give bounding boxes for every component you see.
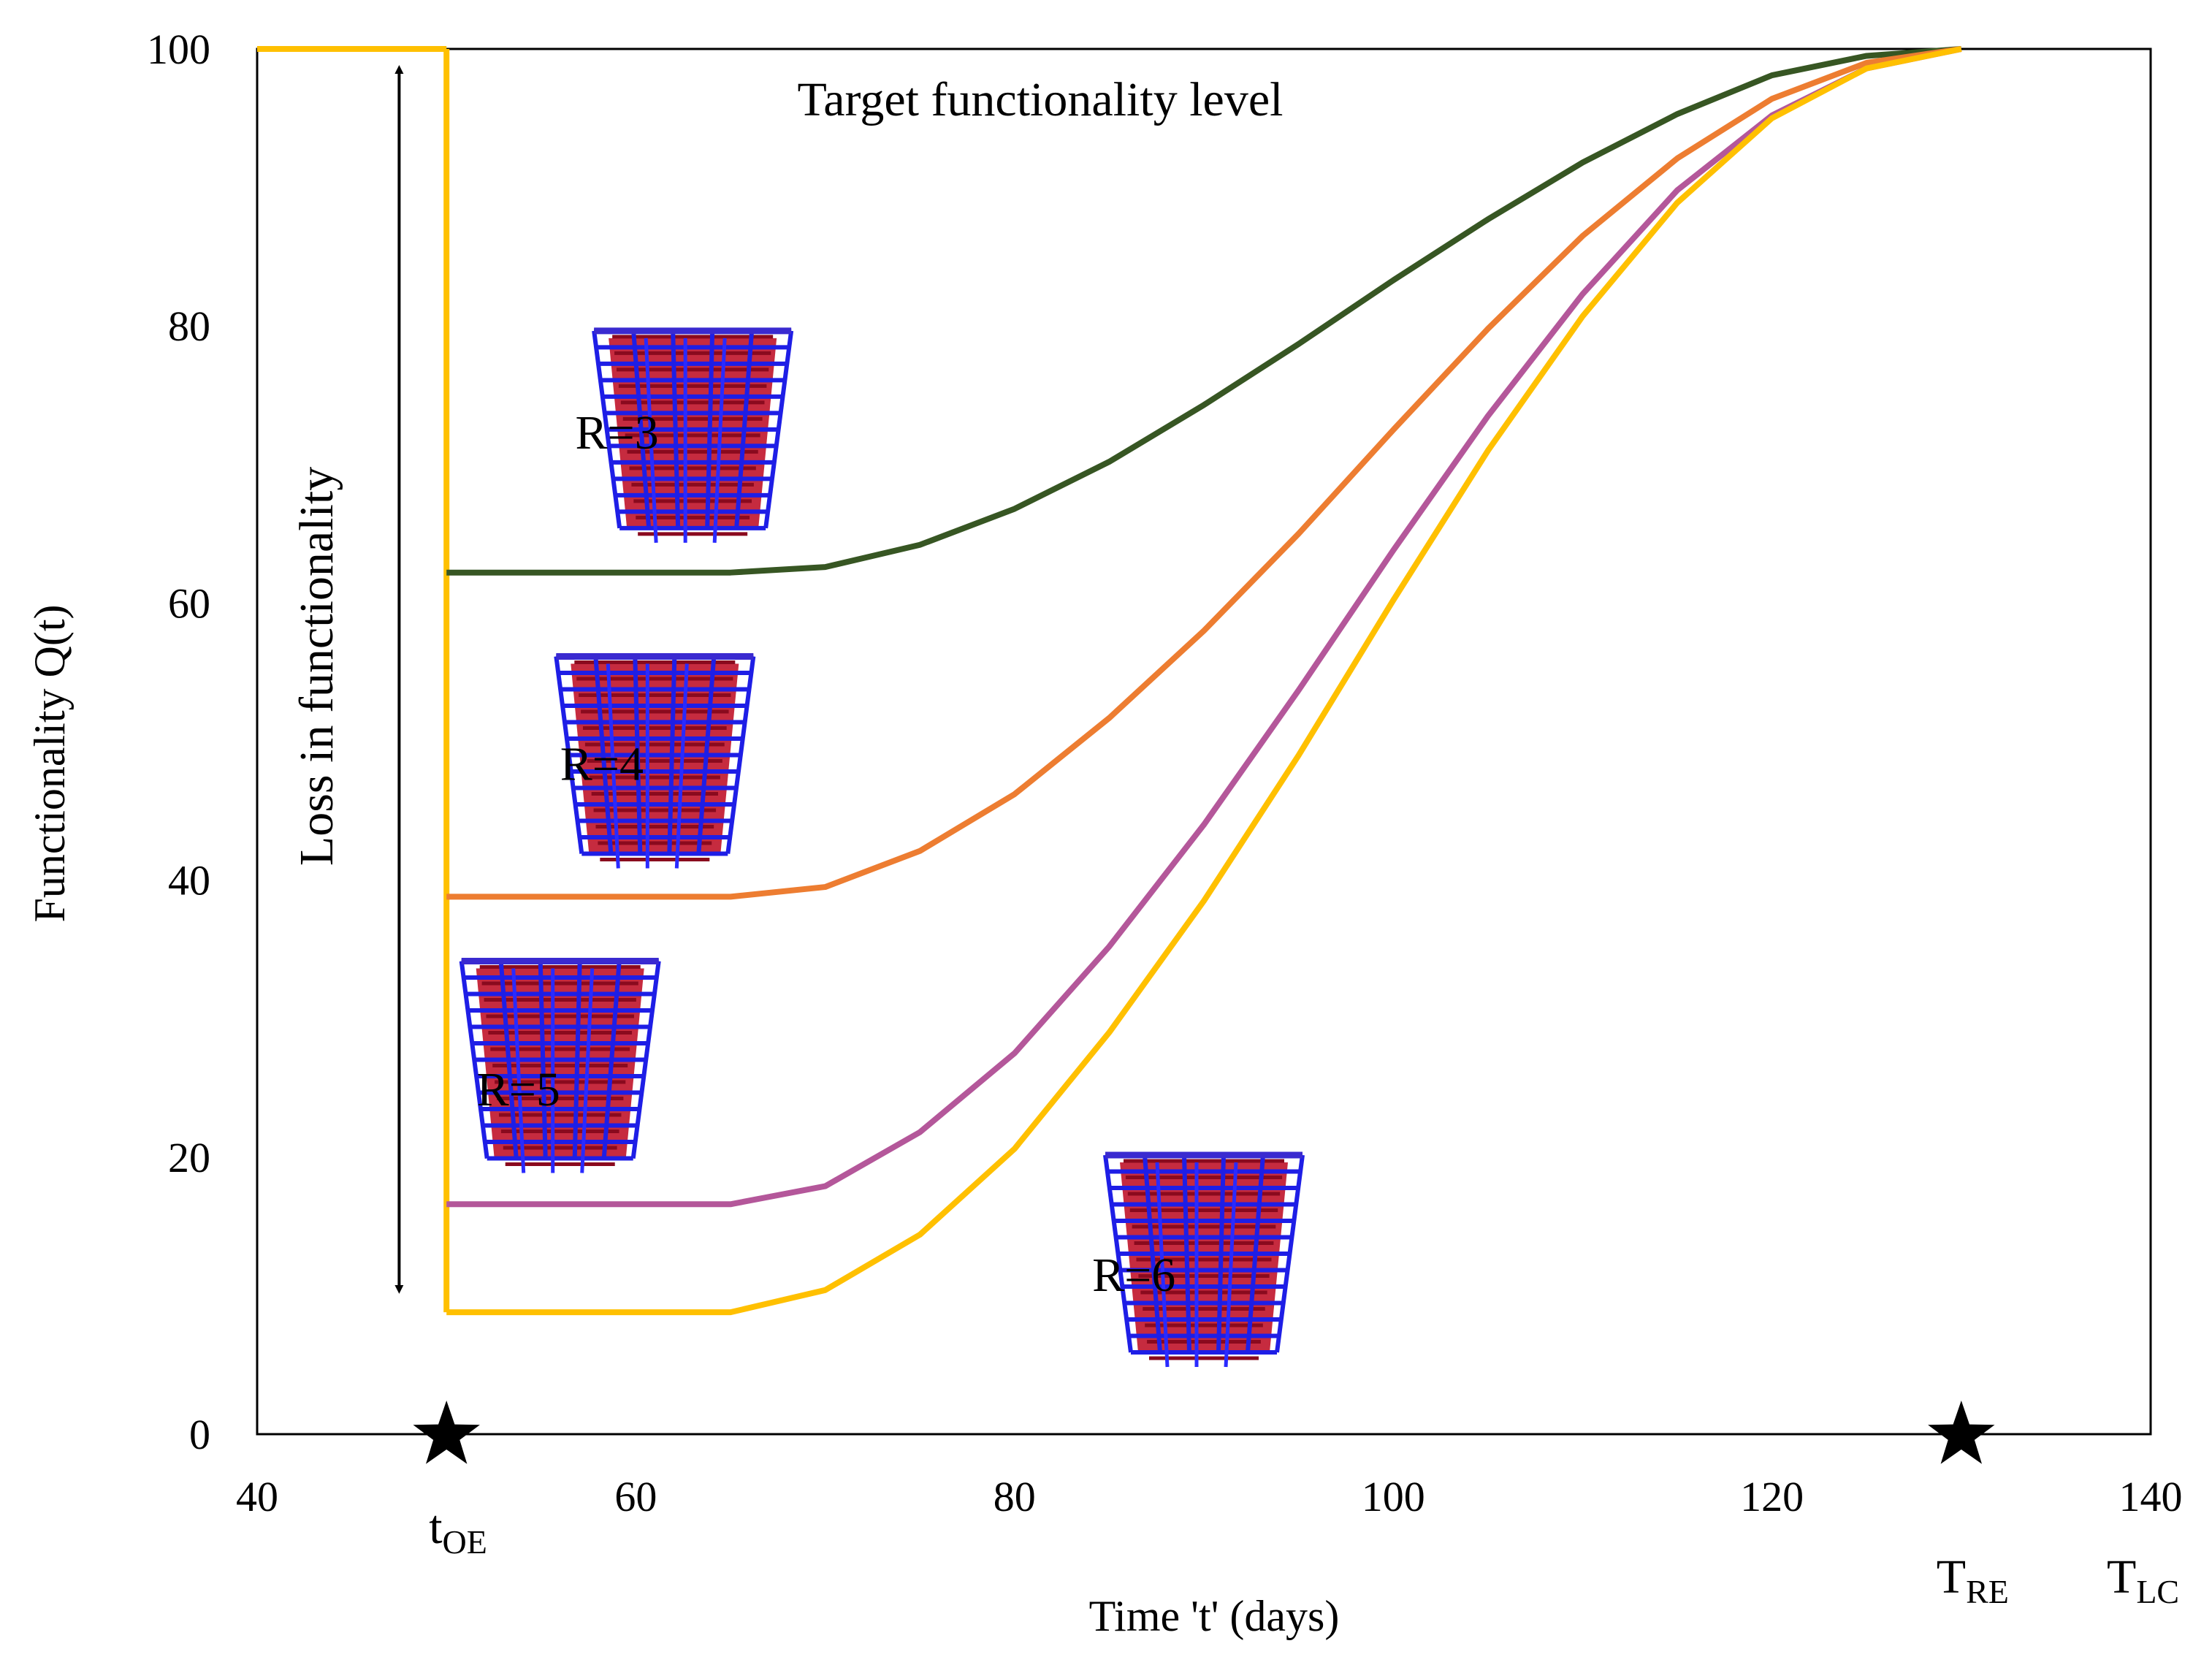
target-functionality-label: Target functionality level <box>798 73 1284 126</box>
building-column <box>633 656 643 854</box>
marker-symbol: t <box>429 1501 442 1554</box>
building-column <box>1143 1154 1162 1353</box>
event-star-icon <box>413 1401 480 1464</box>
marker-label: tOE <box>429 1501 487 1561</box>
building-r5 <box>459 958 661 1173</box>
building-images <box>459 327 1305 1368</box>
building-column <box>1275 1154 1305 1353</box>
series-label-r3: R=3 <box>575 406 658 460</box>
y-tick-label: 100 <box>147 26 210 73</box>
building-r3 <box>592 327 794 544</box>
building-column <box>459 961 489 1159</box>
y-tick-label: 40 <box>168 857 210 904</box>
building-inner-column <box>580 968 595 1173</box>
building-column <box>1103 1154 1133 1353</box>
building-column <box>734 330 755 529</box>
building-column <box>592 330 622 529</box>
building-inner-column <box>1224 1162 1238 1368</box>
y-tick-label: 80 <box>168 302 210 350</box>
building-column <box>1216 1154 1226 1353</box>
building-column <box>498 961 519 1159</box>
building-column <box>725 656 756 854</box>
building-inner-column <box>511 968 526 1173</box>
axes: 40 60 80 100 120 140 0 20 40 60 80 100 Time 't' (day… <box>26 26 2183 1640</box>
event-star-icon <box>1928 1401 1995 1464</box>
building-column <box>671 330 681 528</box>
series-label-r5: R=5 <box>477 1063 560 1116</box>
y-tick-label: 0 <box>189 1411 210 1458</box>
annotations: Target functionality level Loss in functi… <box>290 65 1284 1302</box>
x-tick-label: 80 <box>994 1473 1036 1520</box>
building-column <box>572 961 582 1159</box>
building-column <box>1182 1154 1191 1353</box>
loss-in-functionality-label: Loss in functionality <box>290 467 343 866</box>
plot-area-border <box>256 47 2152 1436</box>
building-column <box>601 961 622 1159</box>
building-column <box>1246 1154 1265 1353</box>
building-inner-column <box>606 663 620 869</box>
building-inner-column <box>644 338 658 544</box>
building-column <box>630 961 661 1159</box>
series-label-r4: R=4 <box>560 737 644 791</box>
x-axis-label: Time 't' (days) <box>1089 1592 1340 1640</box>
series-line-r3 <box>446 46 1962 576</box>
marker-symbol: T <box>1937 1550 1966 1604</box>
x-tick-label: 140 <box>2119 1473 2183 1520</box>
marker-subscript: LC <box>2136 1573 2179 1610</box>
building-column <box>667 656 677 854</box>
marker-label: TLC <box>2107 1550 2179 1610</box>
series-line-r5 <box>446 46 1962 1208</box>
building-column <box>696 656 717 854</box>
marker-symbol: T <box>2107 1550 2136 1604</box>
x-tick-label: 60 <box>614 1473 657 1520</box>
building-column <box>538 961 548 1159</box>
marker-subscript: OE <box>443 1523 487 1561</box>
series-line-r4 <box>446 46 1962 900</box>
building-inner-column <box>712 338 727 544</box>
building-column <box>705 330 715 528</box>
marker-label: TRE <box>1937 1550 2009 1610</box>
building-column <box>554 656 584 854</box>
series-lines <box>257 46 1962 1316</box>
y-tick-label: 60 <box>168 579 210 627</box>
building-r4 <box>554 652 756 869</box>
building-column <box>593 656 614 854</box>
building-inner-column <box>674 663 689 869</box>
series-label-r6: R=6 <box>1092 1249 1175 1302</box>
plot-frame <box>256 47 2152 1436</box>
marker-subscript: RE <box>1966 1573 2009 1610</box>
building-column <box>763 330 794 529</box>
building-r6 <box>1103 1151 1305 1368</box>
y-axis-label: Functionality Q(t) <box>26 605 74 923</box>
x-tick-label: 120 <box>1740 1473 1804 1520</box>
building-column <box>631 330 652 529</box>
series-line-r6 <box>446 46 1962 1316</box>
y-tick-label: 20 <box>168 1134 210 1181</box>
x-tick-label: 100 <box>1362 1473 1425 1520</box>
building-inner-column <box>1155 1162 1170 1368</box>
x-tick-label: 40 <box>236 1473 278 1520</box>
